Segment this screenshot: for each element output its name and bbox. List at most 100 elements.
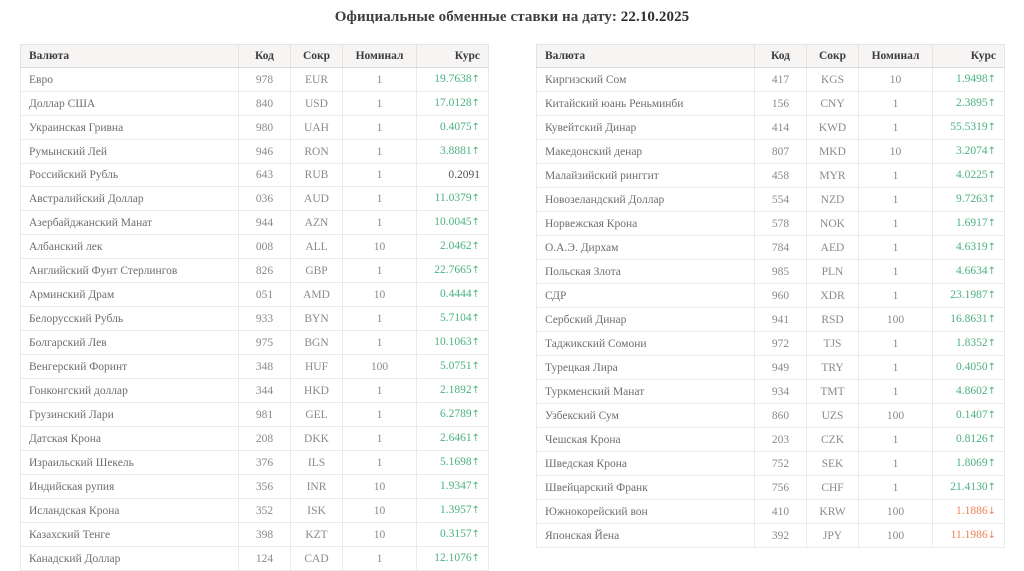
rate-value: 0.2091: [448, 169, 480, 181]
cell-rate: 4.8602↑: [932, 379, 1005, 404]
cell-nominal: 1: [342, 378, 417, 403]
table-row[interactable]: Чешская Крона 203 CZK 1 0.8126↑: [536, 427, 1005, 452]
table-row[interactable]: Китайский юань Реньминби 156 CNY 1 2.3895↑: [536, 91, 1005, 116]
table-row[interactable]: Узбекский Сум 860 UZS 100 0.1407↑: [536, 403, 1005, 428]
trend-up-icon: ↑: [471, 361, 480, 372]
column-header-abbr[interactable]: Сокр: [290, 44, 343, 68]
table-row[interactable]: Доллар США 840 USD 1 17.0128↑: [20, 91, 489, 116]
table-row[interactable]: Южнокорейский вон 410 KRW 100 1.1886↓: [536, 499, 1005, 524]
cell-rate: 1.9347↑: [416, 474, 489, 499]
rate-value: 1.1886: [955, 505, 988, 517]
rate-value: 1.8352: [955, 337, 988, 349]
table-row[interactable]: Швейцарский Франк 756 CHF 1 21.4130↑: [536, 475, 1005, 500]
table-row[interactable]: Македонский денар 807 MKD 10 3.2074↑: [536, 139, 1005, 164]
trend-up-icon: ↑: [987, 386, 996, 397]
trend-up-icon: ↑: [471, 146, 480, 157]
table-row[interactable]: Кувейтский Динар 414 KWD 1 55.5319↑: [536, 115, 1005, 140]
column-header-abbr[interactable]: Сокр: [806, 44, 859, 68]
table-row[interactable]: Английский Фунт Стерлингов 826 GBP 1 22.7665…: [20, 258, 489, 283]
cell-currency-name: Таджикский Сомони: [536, 331, 755, 356]
table-row[interactable]: Сербский Динар 941 RSD 100 16.8631↑: [536, 307, 1005, 332]
cell-rate: 3.8881↑: [416, 139, 489, 164]
cell-currency-abbr: HKD: [290, 378, 343, 403]
table-row[interactable]: Японская Йена 392 JPY 100 11.1986↓: [536, 523, 1005, 548]
cell-rate: 1.1886↓: [932, 499, 1005, 524]
trend-up-icon: ↑: [471, 385, 480, 396]
table-row[interactable]: Грузинский Лари 981 GEL 1 6.2789↑: [20, 402, 489, 427]
cell-currency-name: Израильский Шекель: [20, 450, 239, 475]
trend-up-icon: ↑: [987, 146, 996, 157]
rate-value: 10.0045: [434, 216, 472, 228]
cell-currency-abbr: USD: [290, 91, 343, 116]
table-header-row: Валюта Код Сокр Номинал Курс: [536, 44, 1005, 68]
table-row[interactable]: Болгарский Лев 975 BGN 1 10.1063↑: [20, 330, 489, 355]
table-row[interactable]: Канадский Доллар 124 CAD 1 12.1076↑: [20, 546, 489, 571]
table-row[interactable]: Индийская рупия 356 INR 10 1.9347↑: [20, 474, 489, 499]
column-header-rate[interactable]: Курс: [932, 44, 1005, 68]
table-row[interactable]: Азербайджанский Манат 944 AZN 1 10.0045↑: [20, 210, 489, 235]
table-row[interactable]: Малайзийский ринггит 458 MYR 1 4.0225↑: [536, 163, 1005, 188]
cell-rate: 2.1892↑: [416, 378, 489, 403]
trend-up-icon: ↑: [471, 313, 480, 324]
table-row[interactable]: Австралийский Доллар 036 AUD 1 11.0379↑: [20, 186, 489, 211]
rate-value: 3.8881: [439, 145, 472, 157]
rate-value: 2.0462: [439, 240, 472, 252]
cell-currency-abbr: RSD: [806, 307, 859, 332]
table-row[interactable]: Венгерский Форинт 348 HUF 100 5.0751↑: [20, 354, 489, 379]
table-row[interactable]: О.А.Э. Дирхам 784 AED 1 4.6319↑: [536, 235, 1005, 260]
table-row[interactable]: Гонконгский доллар 344 HKD 1 2.1892↑: [20, 378, 489, 403]
table-row[interactable]: Казахский Тенге 398 KZT 10 0.3157↑: [20, 522, 489, 547]
table-row[interactable]: Албанский лек 008 ALL 10 2.0462↑: [20, 234, 489, 259]
column-header-code[interactable]: Код: [238, 44, 291, 68]
cell-rate: 1.8352↑: [932, 331, 1005, 356]
rate-value: 5.0751: [439, 360, 472, 372]
cell-currency-code: 978: [238, 67, 291, 92]
cell-nominal: 1: [858, 211, 933, 236]
cell-currency-code: 344: [238, 378, 291, 403]
rate-value: 5.1698: [439, 456, 472, 468]
table-row[interactable]: Белорусский Рубль 933 BYN 1 5.7104↑: [20, 306, 489, 331]
column-header-nominal[interactable]: Номинал: [342, 44, 417, 68]
rate-value: 4.8602: [955, 385, 988, 397]
table-row[interactable]: Арминский Драм 051 AMD 10 0.4444↑: [20, 282, 489, 307]
column-header-nominal[interactable]: Номинал: [858, 44, 933, 68]
table-row[interactable]: Киргизский Сом 417 KGS 10 1.9498↑: [536, 67, 1005, 92]
table-row[interactable]: СДР 960 XDR 1 23.1987↑: [536, 283, 1005, 308]
column-header-code[interactable]: Код: [754, 44, 807, 68]
rate-value: 1.9498: [955, 73, 988, 85]
table-row[interactable]: Новозеландский Доллар 554 NZD 1 9.7263↑: [536, 187, 1005, 212]
table-row[interactable]: Румынский Лей 946 RON 1 3.8881↑: [20, 139, 489, 164]
cell-nominal: 1: [858, 427, 933, 452]
cell-rate: 11.0379↑: [416, 186, 489, 211]
column-header-currency[interactable]: Валюта: [20, 44, 239, 68]
table-row[interactable]: Датская Крона 208 DKK 1 2.6461↑: [20, 426, 489, 451]
table-row[interactable]: Норвежская Крона 578 NOK 1 1.6917↑: [536, 211, 1005, 236]
table-row[interactable]: Туркменский Манат 934 TMT 1 4.8602↑: [536, 379, 1005, 404]
table-row[interactable]: Украинская Гривна 980 UAH 1 0.4075↑: [20, 115, 489, 140]
cell-nominal: 100: [858, 499, 933, 524]
cell-currency-name: Туркменский Манат: [536, 379, 755, 404]
table-row[interactable]: Евро 978 EUR 1 19.7638↑: [20, 67, 489, 92]
table-row[interactable]: Израильский Шекель 376 ILS 1 5.1698↑: [20, 450, 489, 475]
cell-nominal: 1: [858, 187, 933, 212]
cell-currency-abbr: NZD: [806, 187, 859, 212]
cell-currency-name: Грузинский Лари: [20, 402, 239, 427]
cell-rate: 5.7104↑: [416, 306, 489, 331]
rate-value: 0.8126: [955, 433, 988, 445]
cell-rate: 4.0225↑: [932, 163, 1005, 188]
trend-up-icon: ↑: [987, 98, 996, 109]
table-row[interactable]: Польская Злота 985 PLN 1 4.6634↑: [536, 259, 1005, 284]
column-header-rate[interactable]: Курс: [416, 44, 489, 68]
table-row[interactable]: Исландская Крона 352 ISK 10 1.3957↑: [20, 498, 489, 523]
cell-currency-name: Канадский Доллар: [20, 546, 239, 571]
table-row[interactable]: Таджикский Сомони 972 TJS 1 1.8352↑: [536, 331, 1005, 356]
table-row[interactable]: Турецкая Лира 949 TRY 1 0.4050↑: [536, 355, 1005, 380]
rate-value: 3.2074: [955, 145, 988, 157]
cell-nominal: 1: [858, 259, 933, 284]
cell-currency-code: 933: [238, 306, 291, 331]
column-header-currency[interactable]: Валюта: [536, 44, 755, 68]
rate-value: 12.1076: [434, 552, 472, 564]
cell-currency-code: 860: [754, 403, 807, 428]
table-row[interactable]: Российский Рубль 643 RUB 1 0.2091: [20, 163, 489, 187]
cell-rate: 5.0751↑: [416, 354, 489, 379]
